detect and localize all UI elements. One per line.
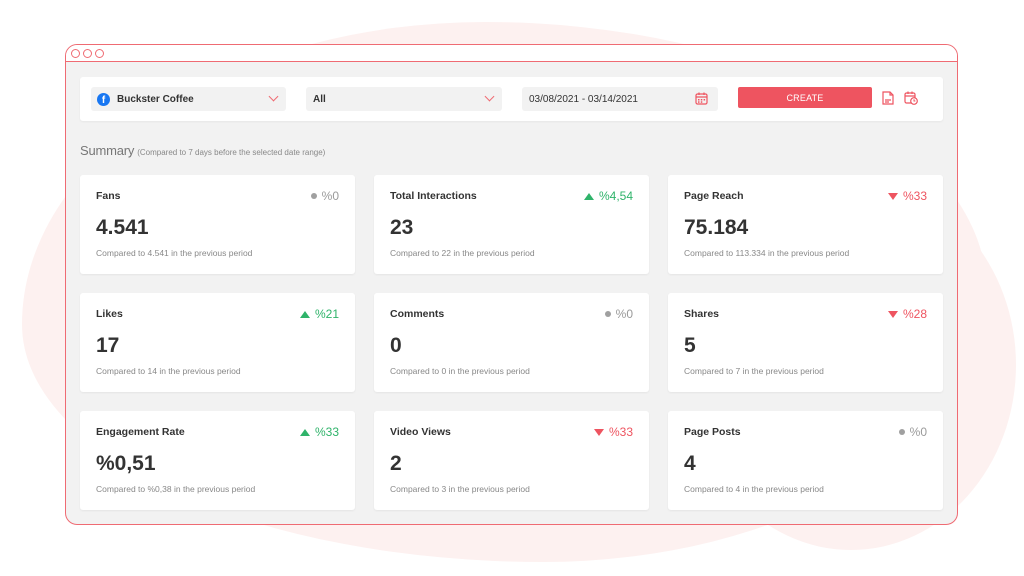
metric-comparison: Compared to 113.334 in the previous peri… <box>684 248 850 258</box>
metric-title: Video Views <box>390 426 451 438</box>
trend-neutral-icon <box>604 311 611 317</box>
metric-change-value: %0 <box>909 425 927 439</box>
window-minimize-dot[interactable] <box>83 48 92 58</box>
metric-change: %33 <box>887 189 927 203</box>
trend-up-icon <box>299 310 310 318</box>
metric-value: %0,51 <box>96 452 156 475</box>
trend-down-icon <box>887 310 898 318</box>
metric-card-fans: Fans %0 4.541 Compared to 4.541 in the prev… <box>80 175 355 274</box>
metric-card-page-reach: Page Reach %33 75.184 Compared to 113.334 i… <box>668 175 943 274</box>
metric-value: 17 <box>96 334 120 357</box>
metric-title: Page Reach <box>684 190 744 202</box>
metric-change: %28 <box>887 307 927 321</box>
facebook-icon: f <box>97 92 110 106</box>
metric-card-comments: Comments %0 0 Compared to 0 in the previous… <box>374 293 649 392</box>
metric-title: Engagement Rate <box>96 426 185 438</box>
metric-comparison: Compared to 0 in the previous period <box>390 366 530 376</box>
metrics-grid: Fans %0 4.541 Compared to 4.541 in the prev… <box>80 175 943 510</box>
metric-title: Likes <box>96 308 123 320</box>
metric-comparison: Compared to 14 in the previous period <box>96 366 241 376</box>
summary-subtitle: (Compared to 7 days before the selected … <box>137 148 326 157</box>
browser-window: f Buckster Coffee All 03/08/2021 - 03/14… <box>65 44 958 525</box>
metric-change: %0 <box>898 425 927 439</box>
metric-change-value: %21 <box>314 307 339 321</box>
metric-card-page-posts: Page Posts %0 4 Compared to 4 in the previo… <box>668 411 943 510</box>
trend-up-icon <box>299 428 310 436</box>
metric-comparison: Compared to 7 in the previous period <box>684 366 824 376</box>
page-select-value: Buckster Coffee <box>117 93 194 105</box>
metric-change: %21 <box>299 307 339 321</box>
metric-change: %33 <box>593 425 633 439</box>
metric-card-total-interactions: Total Interactions %4,54 23 Compared to 22 … <box>374 175 649 274</box>
metric-comparison: Compared to 22 in the previous period <box>390 248 535 258</box>
window-titlebar <box>66 45 957 62</box>
metric-card-shares: Shares %28 5 Compared to 7 in the previous … <box>668 293 943 392</box>
metric-title: Shares <box>684 308 720 320</box>
calendar-icon[interactable] <box>695 92 708 105</box>
metric-change: %4,54 <box>583 189 633 203</box>
metric-title: Page Posts <box>684 426 741 438</box>
trend-up-icon <box>583 192 594 200</box>
metric-comparison: Compared to 3 in the previous period <box>390 484 530 494</box>
page-select[interactable]: f Buckster Coffee <box>91 87 286 111</box>
type-select[interactable]: All <box>306 87 502 111</box>
trend-neutral-icon <box>310 193 317 199</box>
schedule-report-icon[interactable] <box>904 91 918 105</box>
metric-card-engagement-rate: Engagement Rate %33 %0,51 Compared to %0,38… <box>80 411 355 510</box>
trend-down-icon <box>887 192 898 200</box>
trend-down-icon <box>593 428 604 436</box>
date-range-input[interactable]: 03/08/2021 - 03/14/2021 <box>522 87 718 111</box>
window-close-dot[interactable] <box>71 48 80 58</box>
metric-change-value: %0 <box>615 307 633 321</box>
metric-card-video-views: Video Views %33 2 Compared to 3 in the prev… <box>374 411 649 510</box>
metric-change-value: %28 <box>902 307 927 321</box>
metric-value: 75.184 <box>684 216 749 239</box>
metric-value: 4.541 <box>96 216 149 239</box>
metric-title: Comments <box>390 308 445 320</box>
metric-change-value: %0 <box>321 189 339 203</box>
trend-neutral-icon <box>898 429 905 435</box>
chevron-down-icon <box>484 91 495 102</box>
summary-heading: Summary (Compared to 7 days before the se… <box>80 143 325 158</box>
type-select-value: All <box>313 93 326 105</box>
metric-value: 4 <box>684 452 696 475</box>
metric-change: %0 <box>604 307 633 321</box>
metric-change-value: %33 <box>314 425 339 439</box>
summary-title: Summary <box>80 143 135 158</box>
metric-change-value: %33 <box>902 189 927 203</box>
metric-title: Fans <box>96 190 121 202</box>
metric-card-likes: Likes %21 17 Compared to 14 in the previous… <box>80 293 355 392</box>
filter-toolbar: f Buckster Coffee All 03/08/2021 - 03/14… <box>80 77 943 121</box>
metric-title: Total Interactions <box>390 190 477 202</box>
chevron-down-icon <box>268 91 279 102</box>
create-button[interactable]: CREATE <box>738 87 872 108</box>
metric-change-value: %4,54 <box>598 189 633 203</box>
metric-value: 5 <box>684 334 696 357</box>
metric-comparison: Compared to 4 in the previous period <box>684 484 824 494</box>
metric-value: 2 <box>390 452 402 475</box>
window-maximize-dot[interactable] <box>95 48 104 58</box>
metric-change: %0 <box>310 189 339 203</box>
export-document-icon[interactable] <box>882 91 894 105</box>
metric-value: 0 <box>390 334 402 357</box>
metric-comparison: Compared to %0,38 in the previous period <box>96 484 256 494</box>
metric-change: %33 <box>299 425 339 439</box>
date-range-value: 03/08/2021 - 03/14/2021 <box>529 93 638 105</box>
metric-value: 23 <box>390 216 414 239</box>
metric-comparison: Compared to 4.541 in the previous period <box>96 248 253 258</box>
metric-change-value: %33 <box>608 425 633 439</box>
